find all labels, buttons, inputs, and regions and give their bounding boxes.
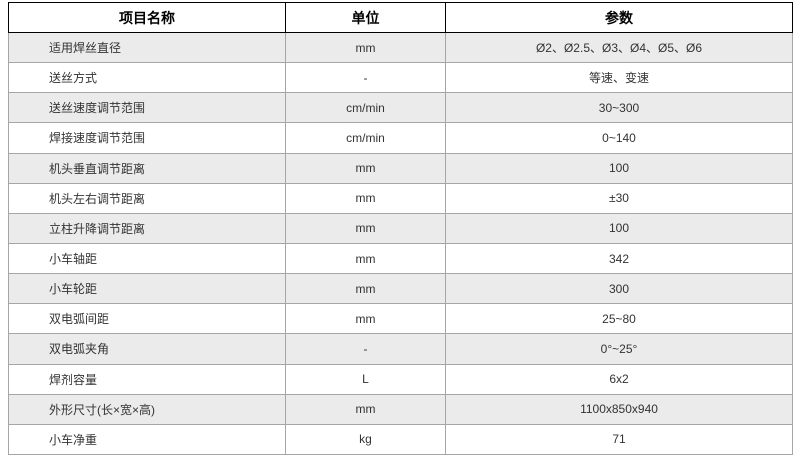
unit-cell: cm/min xyxy=(285,122,446,154)
value-cell: 100 xyxy=(445,152,793,184)
item-name-cell: 焊接速度调节范围 xyxy=(8,122,286,154)
table-row: 机头垂直调节距离 mm 100 xyxy=(8,152,793,184)
item-name-cell: 适用焊丝直径 xyxy=(8,31,286,64)
item-name-cell: 机头垂直调节距离 xyxy=(8,152,286,184)
value-cell: 6x2 xyxy=(445,363,793,395)
column-header-parameter: 参数 xyxy=(445,2,793,33)
table-row: 双电弧间距 mm 25~80 xyxy=(8,303,793,335)
table-row: 机头左右调节距离 mm ±30 xyxy=(8,182,793,214)
unit-cell: - xyxy=(285,333,446,365)
value-cell: 25~80 xyxy=(445,303,793,335)
unit-cell: mm xyxy=(285,212,446,244)
unit-cell: mm xyxy=(285,31,446,64)
value-cell: 0°~25° xyxy=(445,333,793,365)
spec-table: 项目名称 单位 参数 适用焊丝直径 mm Ø2、Ø2.5、Ø3、Ø4、Ø5、Ø6… xyxy=(8,2,793,456)
value-cell: 1100x850x940 xyxy=(445,393,793,425)
item-name-cell: 焊剂容量 xyxy=(8,363,286,395)
unit-cell: mm xyxy=(285,303,446,335)
value-cell: 等速、变速 xyxy=(445,62,793,94)
table-row: 焊接速度调节范围 cm/min 0~140 xyxy=(8,122,793,154)
table-row: 立柱升降调节距离 mm 100 xyxy=(8,212,793,244)
value-cell: 0~140 xyxy=(445,122,793,154)
unit-cell: mm xyxy=(285,242,446,275)
table-row: 双电弧夹角 - 0°~25° xyxy=(8,333,793,365)
item-name-cell: 外形尺寸(长×宽×高) xyxy=(8,393,286,425)
spec-table-body: 适用焊丝直径 mm Ø2、Ø2.5、Ø3、Ø4、Ø5、Ø6 送丝方式 - 等速、… xyxy=(8,31,793,456)
item-name-cell: 双电弧间距 xyxy=(8,303,286,335)
column-header-unit: 单位 xyxy=(285,2,446,33)
unit-cell: mm xyxy=(285,273,446,305)
unit-cell: L xyxy=(285,363,446,395)
item-name-cell: 小车轮距 xyxy=(8,273,286,305)
value-cell: 30~300 xyxy=(445,92,793,124)
table-row: 焊剂容量 L 6x2 xyxy=(8,363,793,395)
spec-table-header: 项目名称 单位 参数 xyxy=(8,2,793,33)
item-name-cell: 送丝速度调节范围 xyxy=(8,92,286,124)
unit-cell: mm xyxy=(285,393,446,425)
table-row: 小车轮距 mm 300 xyxy=(8,273,793,305)
value-cell: 342 xyxy=(445,242,793,275)
item-name-cell: 小车净重 xyxy=(8,423,286,456)
table-row: 小车净重 kg 71 xyxy=(8,423,793,456)
unit-cell: mm xyxy=(285,152,446,184)
value-cell: 100 xyxy=(445,212,793,244)
item-name-cell: 小车轴距 xyxy=(8,242,286,275)
unit-cell: - xyxy=(285,62,446,94)
unit-cell: cm/min xyxy=(285,92,446,124)
table-row: 外形尺寸(长×宽×高) mm 1100x850x940 xyxy=(8,393,793,425)
item-name-cell: 立柱升降调节距离 xyxy=(8,212,286,244)
header-row: 项目名称 单位 参数 xyxy=(8,2,793,33)
unit-cell: kg xyxy=(285,423,446,456)
table-row: 送丝速度调节范围 cm/min 30~300 xyxy=(8,92,793,124)
value-cell: Ø2、Ø2.5、Ø3、Ø4、Ø5、Ø6 xyxy=(445,31,793,64)
value-cell: ±30 xyxy=(445,182,793,214)
table-row: 适用焊丝直径 mm Ø2、Ø2.5、Ø3、Ø4、Ø5、Ø6 xyxy=(8,31,793,64)
item-name-cell: 机头左右调节距离 xyxy=(8,182,286,214)
column-header-item-name: 项目名称 xyxy=(8,2,286,33)
table-row: 送丝方式 - 等速、变速 xyxy=(8,62,793,94)
unit-cell: mm xyxy=(285,182,446,214)
value-cell: 71 xyxy=(445,423,793,456)
value-cell: 300 xyxy=(445,273,793,305)
item-name-cell: 双电弧夹角 xyxy=(8,333,286,365)
item-name-cell: 送丝方式 xyxy=(8,62,286,94)
table-row: 小车轴距 mm 342 xyxy=(8,242,793,275)
